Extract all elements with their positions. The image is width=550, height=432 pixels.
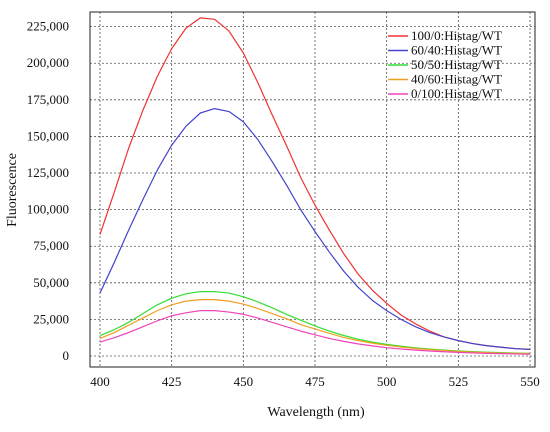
x-tick-label: 500 [377,374,397,389]
x-tick-label: 400 [90,374,110,389]
series-layer [99,17,531,355]
y-tick-label: 200,000 [27,55,69,70]
x-tick-label: 450 [234,374,254,389]
y-tick-label: 175,000 [27,92,69,107]
plot-area-frame [89,11,536,368]
y-tick-label: 125,000 [27,165,69,180]
legend-label-3: 50/50:Histag/WT [411,57,502,72]
y-tick-label: 225,000 [27,19,69,34]
y-tick-label: 75,000 [33,238,69,253]
legend-label-4: 40/60:Histag/WT [411,72,502,87]
series-line-5 [99,310,531,355]
x-tick-label: 550 [520,374,540,389]
x-tick-label: 525 [449,374,469,389]
legend-label-2: 60/40:Histag/WT [411,43,502,58]
legend-label-1: 100/0:Histag/WT [411,28,502,43]
y-tick-label: 25,000 [33,311,69,326]
x-tick-label: 475 [305,374,325,389]
tick-layer: 400 425 450 475 500 525 550 0 25,000 50,000 75,000… [27,19,540,389]
series-line-2 [99,108,531,351]
x-axis-label: Wavelength (nm) [267,405,365,420]
y-tick-label: 150,000 [27,128,69,143]
x-tick-label: 425 [162,374,182,389]
y-axis-label: Fluorescence [5,153,20,227]
y-tick-label: 50,000 [33,275,69,290]
series-line-4 [99,299,531,355]
grid-layer [90,12,535,367]
y-tick-label: 100,000 [27,202,69,217]
legend-label-5: 0/100:Histag/WT [411,86,502,101]
legend: 100/0:Histag/WT60/40:Histag/WT50/50:Hist… [388,28,502,101]
y-tick-label: 0 [63,348,70,363]
